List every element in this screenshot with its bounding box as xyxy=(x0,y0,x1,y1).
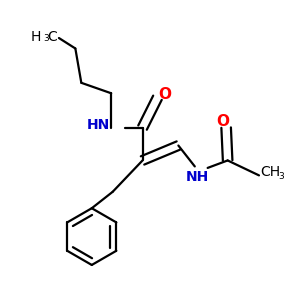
Text: HN: HN xyxy=(86,118,110,132)
Text: CH: CH xyxy=(260,165,280,179)
Text: O: O xyxy=(217,114,230,129)
Text: NH: NH xyxy=(186,170,209,184)
Text: H: H xyxy=(31,29,41,44)
Text: C: C xyxy=(47,29,57,44)
Text: 3: 3 xyxy=(278,172,284,182)
Text: 3: 3 xyxy=(43,34,49,43)
Text: O: O xyxy=(158,87,171,102)
